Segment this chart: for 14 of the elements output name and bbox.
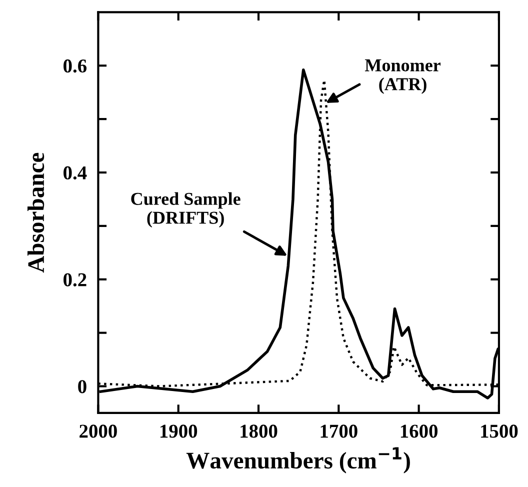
x-tick-label: 1500 — [481, 424, 518, 438]
x-tick-label: 1800 — [240, 424, 278, 438]
x-tick-label: 1600 — [400, 424, 438, 438]
y-tick-label: 0 — [78, 380, 86, 394]
y-tick-label: 0.4 — [64, 166, 87, 180]
x-tick-label: 2000 — [80, 424, 117, 438]
x-tick-label: 1700 — [320, 424, 358, 438]
annotation: Monomer (ATR) — [364, 59, 440, 94]
y-tick-label: 0.6 — [64, 59, 87, 73]
x-tick-label: 1900 — [160, 424, 198, 438]
y-tick-label: 0.2 — [64, 273, 86, 286]
annotation: Cured Sample (DRIFTS) — [131, 192, 240, 228]
x-axis-title: Wavenumbers (cm$^{−1}$) — [186, 447, 410, 474]
y-axis-title: Absorbance — [27, 152, 44, 273]
